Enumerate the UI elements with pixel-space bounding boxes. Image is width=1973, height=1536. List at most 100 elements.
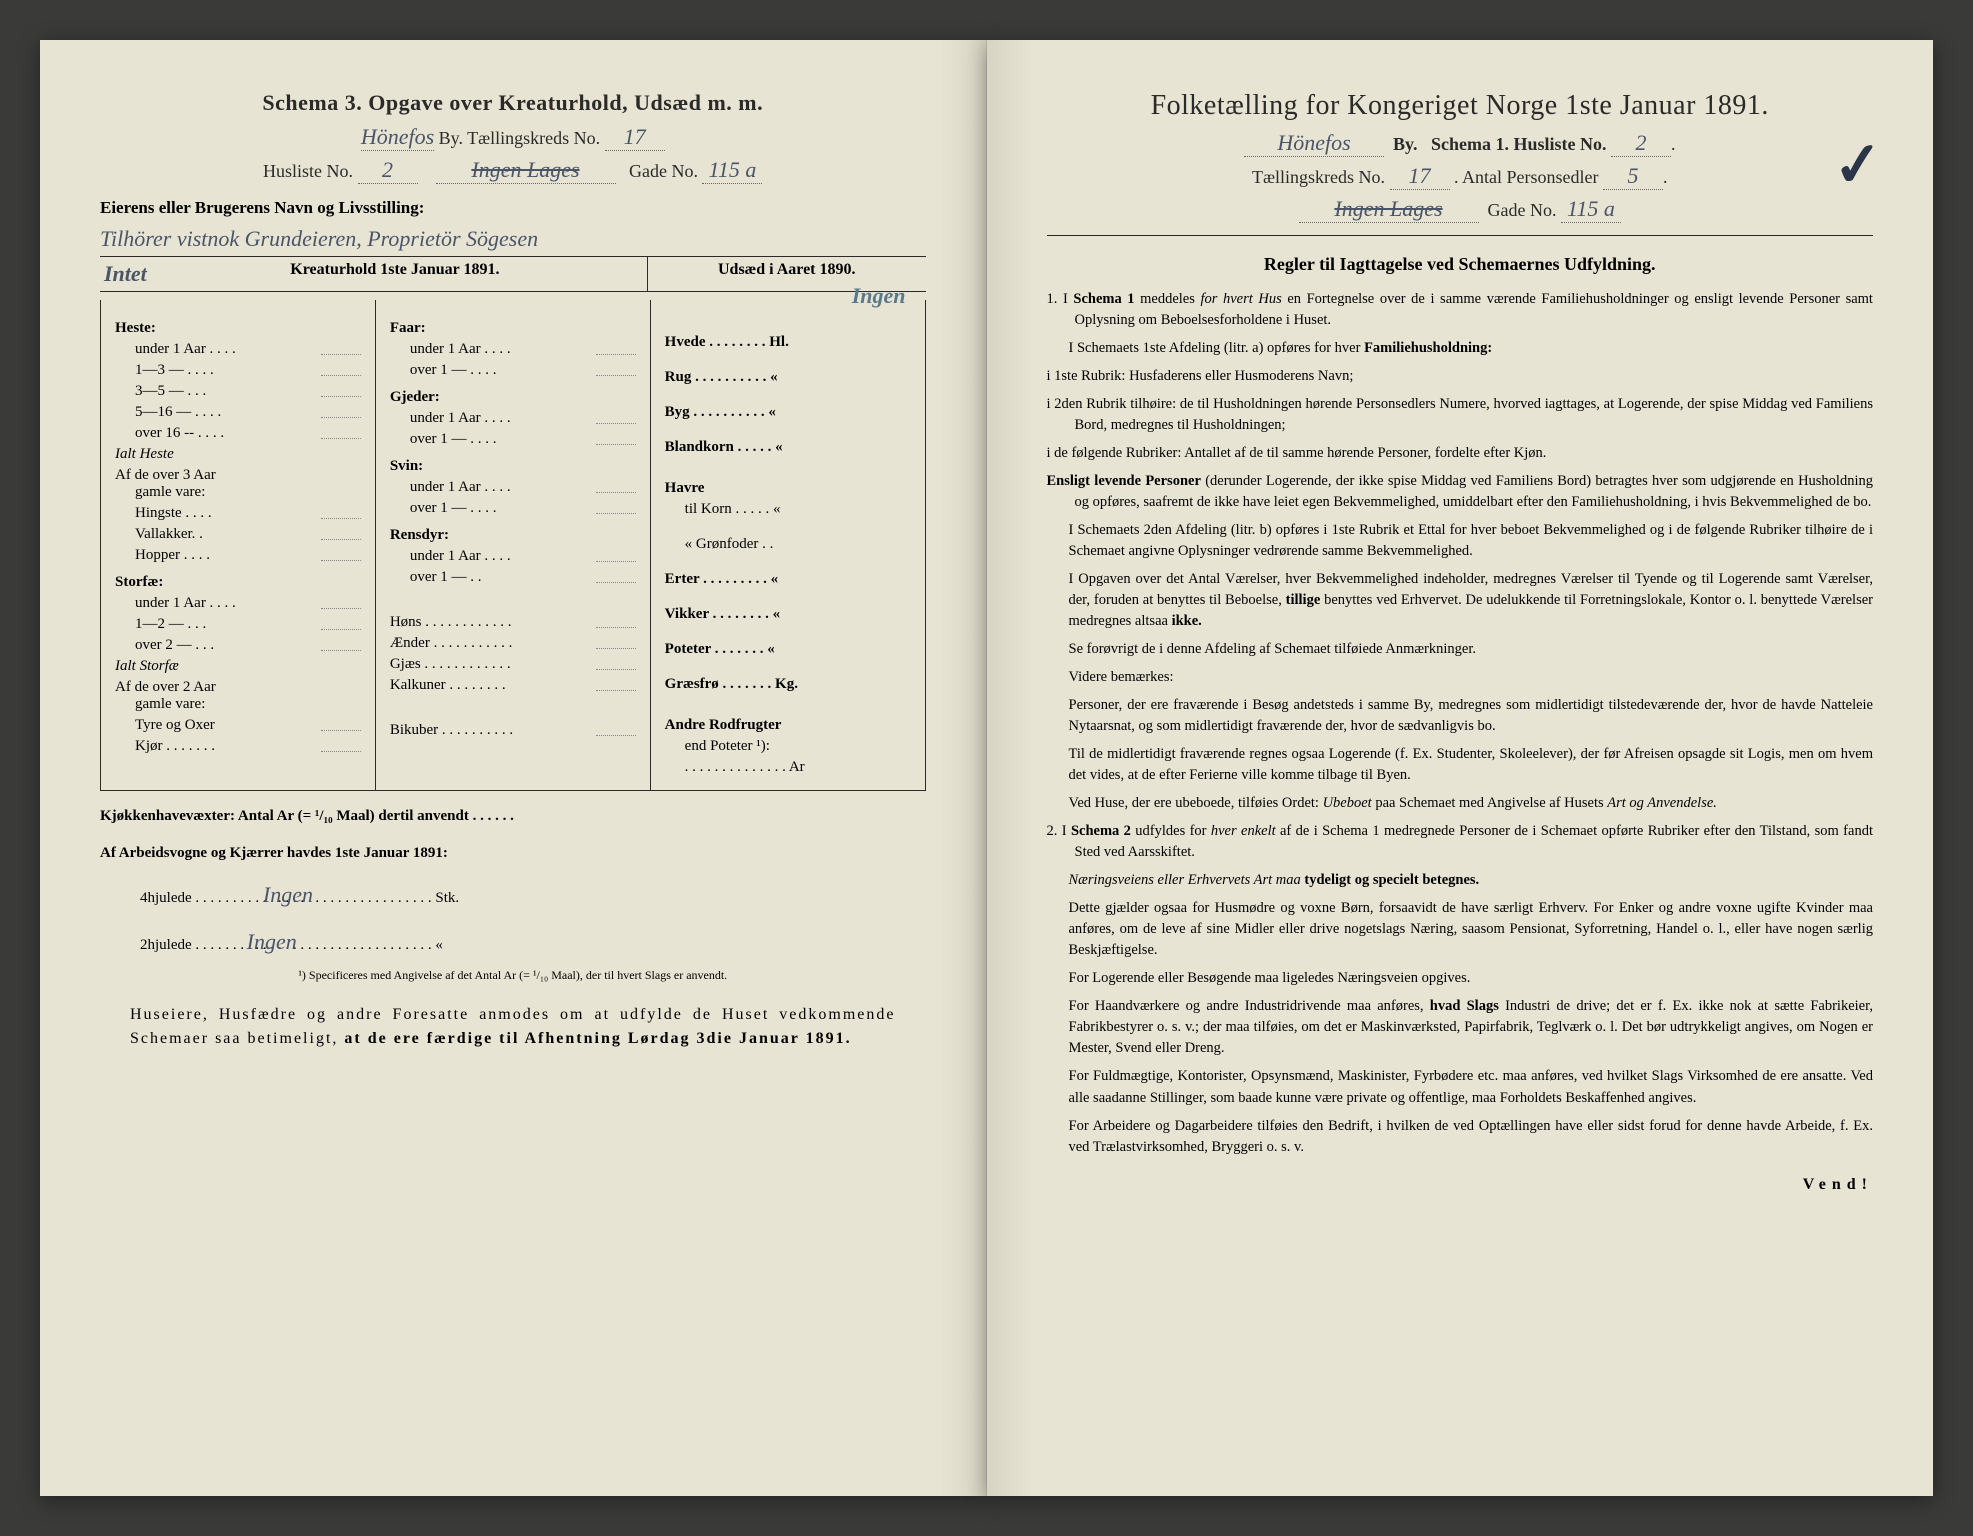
svin-head: Svin: xyxy=(390,458,636,475)
gade-no-hand: 115 a xyxy=(702,157,762,184)
byg: Byg . . . . . . . . . . « xyxy=(665,404,911,421)
livestock-table: Heste: under 1 Aar . . . . 1—3 — . . . .… xyxy=(100,300,926,791)
storfae-12: 1—2 — . . . xyxy=(115,616,361,633)
hvede: Hvede . . . . . . . . Hl. xyxy=(665,334,911,351)
hingste: Hingste . . . . xyxy=(115,505,361,522)
poteter: Poteter . . . . . . . « xyxy=(665,641,911,658)
table-top-row: Intet Kreaturhold 1ste Januar 1891. Udsæ… xyxy=(100,257,926,292)
end-poteter: end Poteter ¹): xyxy=(665,738,911,755)
gjeder-head: Gjeder: xyxy=(390,389,636,406)
af3: Af de over 3 Aar xyxy=(115,467,361,484)
rule-1-rubrik2: i 2den Rubrik tilhøire: de til Husholdni… xyxy=(1047,394,1874,436)
kjokken-line: Kjøkkenhavevæxter: Antal Ar (= ¹/₁₀ Maal… xyxy=(100,805,926,828)
svin-o1: over 1 — . . . . xyxy=(390,500,636,517)
intet-hand: Intet xyxy=(104,261,147,287)
rule-1-afd: I Schemaets 1ste Afdeling (litr. a) opfø… xyxy=(1047,338,1874,359)
heste-516: 5—16 — . . . . xyxy=(115,404,361,421)
storfae-head: Storfæ: xyxy=(115,574,361,591)
erter: Erter . . . . . . . . . « xyxy=(665,571,911,588)
col-udsaed: Hvede . . . . . . . . Hl. Rug . . . . . … xyxy=(651,300,925,790)
r-kreds-label: Tællingskreds No. xyxy=(1252,167,1385,187)
udsaed-header: Udsæd i Aaret 1890. Ingen xyxy=(647,257,926,291)
graesfro: Græsfrø . . . . . . . Kg. xyxy=(665,676,911,693)
gjaes: Gjæs . . . . . . . . . . . . xyxy=(390,656,636,673)
rule-videre: Videre bemærkes: xyxy=(1047,667,1874,688)
vikker: Vikker . . . . . . . . « xyxy=(665,606,911,623)
r-city-line: Hönefos By. Schema 1. Husliste No. 2. xyxy=(1047,130,1874,157)
rensdyr-o1: over 1 — . . xyxy=(390,569,636,586)
gamle2: gamle vare: xyxy=(115,696,361,713)
kreatur-header: Intet Kreaturhold 1ste Januar 1891. xyxy=(100,257,647,291)
col-heste-storfae: Heste: under 1 Aar . . . . 1—3 — . . . .… xyxy=(101,300,376,790)
r-gade-label: Gade No. xyxy=(1488,200,1557,220)
ar-line: . . . . . . . . . . . . . . Ar xyxy=(665,759,911,776)
2hjul-line: 2hjulede . . . . . . . . . . . . . . . .… xyxy=(100,925,926,958)
r-gade-hand: 115 a xyxy=(1561,196,1621,223)
2hjul-hand: Ingen xyxy=(247,929,297,954)
rule-midlert: Til de midlertidigt fraværende regnes og… xyxy=(1047,744,1874,786)
rule-1: 1. I Schema 1 meddeles for hvert Hus en … xyxy=(1047,289,1874,331)
closing-text: Huseiere, Husfædre og andre Foresatte an… xyxy=(100,1003,926,1051)
rule-fuldmaegt: For Fuldmægtige, Kontorister, Opsynsmænd… xyxy=(1047,1066,1874,1108)
husliste-no-hand: 2 xyxy=(358,157,418,184)
by-label: By. Tællingskreds No. xyxy=(439,128,601,148)
rule-ubeboet: Ved Huse, der ere ubeboede, tilføies Ord… xyxy=(1047,793,1874,814)
heste-total: Ialt Heste xyxy=(115,446,361,463)
rule-enslig: Ensligt levende Personer (derunder Loger… xyxy=(1047,471,1874,513)
husliste-line: Husliste No. 2 Ingen Lages Gade No. 115 … xyxy=(100,157,926,184)
af2: Af de over 2 Aar xyxy=(115,679,361,696)
faar-u1: under 1 Aar . . . . xyxy=(390,341,636,358)
rule-husmodre: Dette gjælder ogsaa for Husmødre og voxn… xyxy=(1047,898,1874,961)
blandkorn: Blandkorn . . . . . « xyxy=(665,439,911,456)
check-mark: ✓ xyxy=(1830,128,1886,202)
rule-arbeidere: For Arbeidere og Dagarbeidere tilføies d… xyxy=(1047,1116,1874,1158)
r-husliste-hand: 2 xyxy=(1611,130,1671,157)
faar-o1: over 1 — . . . . xyxy=(390,362,636,379)
r-street-hand: Ingen Lages xyxy=(1299,196,1479,223)
gamle: gamle vare: xyxy=(115,484,361,501)
vend-text: Vend! xyxy=(1047,1176,1874,1194)
andre-head: Andre Rodfrugter xyxy=(665,717,911,734)
arbeidsvogne-line: Af Arbeidsvogne og Kjærrer havdes 1ste J… xyxy=(100,842,926,865)
divider xyxy=(1047,235,1874,236)
rule-2den-afd: I Schemaets 2den Afdeling (litr. b) opfø… xyxy=(1047,520,1874,562)
storfae-o2: over 2 — . . . xyxy=(115,637,361,654)
gronfoder: « Grønfoder . . xyxy=(665,536,911,553)
gade-label: Gade No. xyxy=(629,161,698,181)
right-page: ✓ Folketælling for Kongeriget Norge 1ste… xyxy=(987,40,1934,1496)
4hjul-line: 4hjulede . . . . . . . . . . . . . . . .… xyxy=(100,878,926,911)
left-page: Schema 3. Opgave over Kreaturhold, Udsæd… xyxy=(40,40,987,1496)
gjeder-u1: under 1 Aar . . . . xyxy=(390,410,636,427)
r-antal-hand: 5 xyxy=(1603,163,1663,190)
ingen-hand: Ingen xyxy=(852,283,906,309)
r-kreds-line: Tællingskreds No. 17 . Antal Personsedle… xyxy=(1047,163,1874,190)
havre-head: Havre xyxy=(665,480,911,497)
footnote-1: ¹) Specificeres med Angivelse af det Ant… xyxy=(100,968,926,983)
rule-1-rubrik1: i 1ste Rubrik: Husfaderens eller Husmode… xyxy=(1047,366,1874,387)
tyre: Tyre og Oxer xyxy=(115,717,361,734)
city-handwritten: Hönefos xyxy=(361,124,434,151)
r-kreds-hand: 17 xyxy=(1390,163,1450,190)
rules-header: Regler til Iagttagelse ved Schemaernes U… xyxy=(1047,254,1874,275)
heste-head: Heste: xyxy=(115,320,361,337)
r-city-hand: Hönefos xyxy=(1244,130,1384,157)
husliste-label: Husliste No. xyxy=(263,161,353,181)
rug: Rug . . . . . . . . . . « xyxy=(665,369,911,386)
storfae-u1: under 1 Aar . . . . xyxy=(115,595,361,612)
kjor: Kjør . . . . . . . xyxy=(115,738,361,755)
col-faar-svin: Faar: under 1 Aar . . . . over 1 — . . .… xyxy=(376,300,651,790)
rule-haandvaerk: For Haandværkere og andre Industridriven… xyxy=(1047,996,1874,1059)
heste-13: 1—3 — . . . . xyxy=(115,362,361,379)
storfae-total: Ialt Storfæ xyxy=(115,658,361,675)
vallakker: Vallakker. . xyxy=(115,526,361,543)
rensdyr-u1: under 1 Aar . . . . xyxy=(390,548,636,565)
rules-body: 1. I Schema 1 meddeles for hvert Hus en … xyxy=(1047,289,1874,1158)
faar-head: Faar: xyxy=(390,320,636,337)
rensdyr-head: Rensdyr: xyxy=(390,527,636,544)
kreds-no-hand: 17 xyxy=(605,124,665,151)
rule-naering-head: Næringsveiens eller Erhvervets Art maa t… xyxy=(1047,870,1874,891)
rule-2: 2. I Schema 2 udfyldes for hver enkelt a… xyxy=(1047,821,1874,863)
schema3-title: Schema 3. Opgave over Kreaturhold, Udsæd… xyxy=(100,90,926,116)
kalkuner: Kalkuner . . . . . . . . xyxy=(390,677,636,694)
heste-u1: under 1 Aar . . . . xyxy=(115,341,361,358)
